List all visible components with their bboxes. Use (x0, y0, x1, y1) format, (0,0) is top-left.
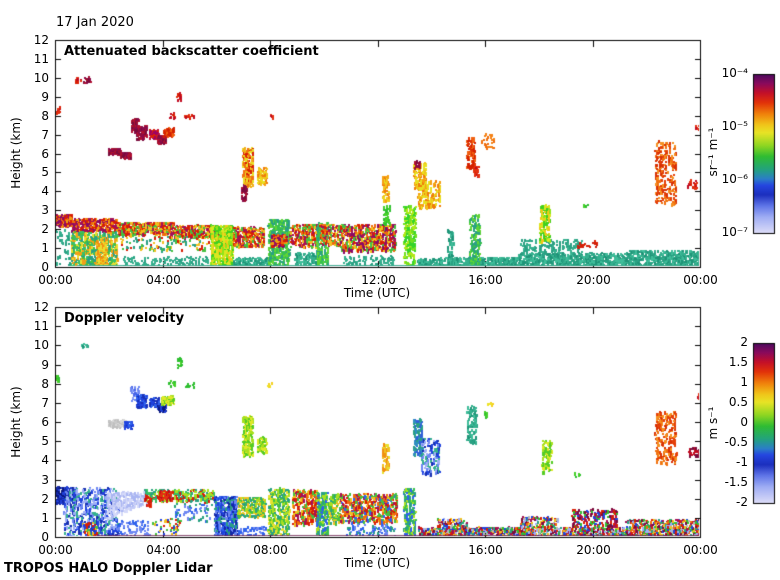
x-tick-label: 08:00 (253, 543, 288, 557)
x-tick-label: 00:00 (683, 543, 718, 557)
x-tick-label: 16:00 (468, 543, 503, 557)
colorbar-tick-label: 10⁻⁷ (721, 225, 748, 239)
time-axis-label-bottom: Time (UTC) (343, 556, 411, 570)
y-tick-label: 3 (41, 202, 49, 217)
instrument-label: TROPOS HALO Doppler Lidar (4, 561, 213, 576)
y-tick-label: 7 (41, 127, 49, 142)
colorbar-tick-label: 0.5 (728, 395, 748, 409)
y-tick-label: 12 (33, 299, 49, 314)
colorbar-tick-label: -2 (736, 495, 748, 509)
colorbar-tick-label: 1.5 (728, 355, 748, 369)
y-tick-label: 2 (41, 491, 49, 506)
velocity-panel-title: Doppler velocity (64, 311, 185, 326)
y-tick-label: 10 (33, 337, 49, 352)
y-tick-label: 7 (41, 395, 49, 410)
x-tick-label: 04:00 (146, 543, 181, 557)
y-tick-label: 11 (33, 318, 49, 333)
x-tick-label: 04:00 (146, 273, 181, 287)
x-tick-label: 00:00 (683, 273, 718, 287)
x-tick-label: 12:00 (361, 273, 396, 287)
x-tick-label: 20:00 (576, 273, 611, 287)
x-tick-label: 16:00 (468, 273, 503, 287)
date-label: 17 Jan 2020 (56, 15, 134, 30)
x-tick-label: 00:00 (38, 273, 73, 287)
y-tick-label: 0 (41, 529, 49, 544)
colorbar-tick-label: 1 (740, 375, 748, 389)
y-tick-label: 3 (41, 472, 49, 487)
colorbar-tick-label: 2 (740, 335, 748, 349)
y-tick-label: 9 (41, 357, 49, 372)
x-tick-label: 00:00 (38, 543, 73, 557)
y-tick-label: 4 (41, 183, 49, 198)
colorbar-tick-label: 10⁻⁴ (721, 66, 748, 80)
backscatter-panel-title: Attenuated backscatter coefficient (64, 44, 319, 59)
y-tick-label: 4 (41, 452, 49, 467)
x-tick-label: 08:00 (253, 273, 288, 287)
colorbar-tick-label: -1.5 (724, 475, 748, 489)
y-tick-label: 11 (33, 51, 49, 66)
colorbar-tick-label: 10⁻⁵ (721, 119, 748, 133)
y-tick-label: 10 (33, 70, 49, 85)
colorbar-tick-label: 10⁻⁶ (721, 172, 748, 186)
y-tick-label: 0 (41, 259, 49, 274)
y-tick-label: 1 (41, 240, 49, 255)
y-tick-label: 12 (33, 32, 49, 47)
backscatter-colorbar-label: sr⁻¹ m⁻¹ (706, 127, 720, 177)
time-axis-label-top: Time (UTC) (343, 286, 411, 300)
y-tick-label: 8 (41, 376, 49, 391)
y-tick-label: 5 (41, 164, 49, 179)
x-tick-label: 12:00 (361, 543, 396, 557)
y-tick-label: 5 (41, 433, 49, 448)
y-tick-label: 2 (41, 221, 49, 236)
y-tick-label: 6 (41, 414, 49, 429)
colorbar-tick-label: -1 (736, 455, 748, 469)
y-tick-label: 1 (41, 510, 49, 525)
y-tick-label: 9 (41, 89, 49, 104)
x-tick-label: 20:00 (576, 543, 611, 557)
y-tick-label: 6 (41, 146, 49, 161)
y-tick-label: 8 (41, 108, 49, 123)
colorbar-tick-label: 0 (740, 415, 748, 429)
colorbar-tick-label: -0.5 (724, 435, 748, 449)
